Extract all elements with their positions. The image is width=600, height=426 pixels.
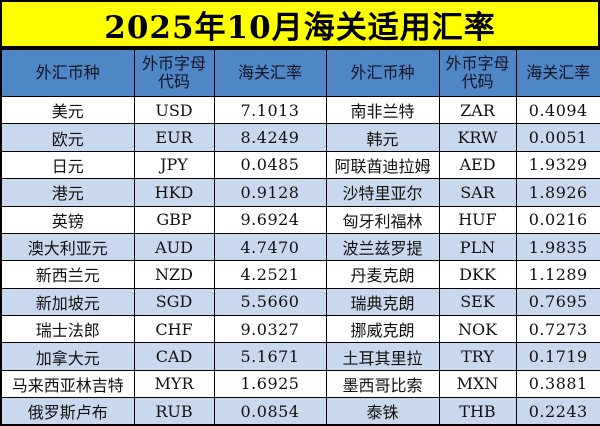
rate-cell: 4.7470 [213, 232, 327, 262]
rate-cell: 5.1671 [213, 342, 327, 371]
table-row: 新加坡元 SGD 5.5660 瑞典克朗 SEK 0.7695 [0, 287, 600, 317]
rate-cell: 0.7695 [515, 287, 600, 317]
rate-cell: 0.2243 [515, 397, 600, 426]
currency-code-cell: NOK [438, 314, 517, 344]
table-row: 日元 JPY 0.0485 阿联酋迪拉姆 AED 1.9329 [0, 150, 600, 180]
rate-cell: 0.7273 [515, 314, 600, 344]
table-row: 新西兰元 NZD 4.2521 丹麦克朗 DKK 1.1289 [0, 260, 600, 289]
currency-code-cell: EUR [133, 123, 215, 152]
rate-cell: 0.4094 [515, 95, 600, 125]
rate-cell: 5.5660 [213, 287, 327, 317]
currency-name-header: 外汇币种 [325, 48, 440, 97]
table-row: 港元 HKD 0.9128 沙特里亚尔 SAR 1.8926 [0, 178, 600, 207]
customs-rate-header: 海关汇率 [515, 48, 600, 97]
exchange-rate-table: 外汇币种 外币字母代码 海关汇率 外汇币种 外币字母代码 海关汇率 美元 USD 7.1013… [0, 48, 600, 426]
table-row: 澳大利亚元 AUD 4.7470 波兰兹罗提 PLN 1.9835 [0, 232, 600, 262]
currency-name-cell: 丹麦克朗 [325, 260, 440, 289]
currency-name-cell: 阿联酋迪拉姆 [325, 150, 440, 180]
currency-name-cell: 美元 [0, 95, 135, 125]
currency-name-cell: 韩元 [325, 123, 440, 152]
currency-name-cell: 加拿大元 [0, 342, 135, 371]
table-row: 英镑 GBP 9.6924 匈牙利福林 HUF 0.0216 [0, 205, 600, 234]
table-header-row: 外汇币种 外币字母代码 海关汇率 外汇币种 外币字母代码 海关汇率 [0, 48, 600, 97]
rate-cell: 9.0327 [213, 314, 327, 344]
table-row: 欧元 EUR 8.4249 韩元 KRW 0.0051 [0, 123, 600, 152]
currency-code-cell: TRY [438, 342, 517, 371]
currency-name-cell: 沙特里亚尔 [325, 178, 440, 207]
rate-cell: 1.9835 [515, 232, 600, 262]
rate-table-body: 美元 USD 7.1013 南非兰特 ZAR 0.4094 欧元 EUR 8.4249 韩元 KRW… [0, 95, 600, 426]
currency-name-cell: 泰铢 [325, 397, 440, 426]
table-row: 俄罗斯卢布 RUB 0.0854 泰铢 THB 0.2243 [0, 397, 600, 426]
rate-cell: 1.1289 [515, 260, 600, 289]
currency-name-cell: 港元 [0, 178, 135, 207]
currency-name-cell: 日元 [0, 150, 135, 180]
currency-code-cell: MYR [133, 369, 215, 399]
currency-code-cell: USD [133, 95, 215, 125]
currency-code-cell: DKK [438, 260, 517, 289]
table-row: 加拿大元 CAD 5.1671 土耳其里拉 TRY 0.1719 [0, 342, 600, 371]
currency-name-cell: 马来西亚林吉特 [0, 369, 135, 399]
currency-code-cell: SEK [438, 287, 517, 317]
table-row: 马来西亚林吉特 MYR 1.6925 墨西哥比索 MXN 0.3881 [0, 369, 600, 399]
currency-name-cell: 欧元 [0, 123, 135, 152]
currency-name-cell: 瑞士法郎 [0, 314, 135, 344]
table-row: 瑞士法郎 CHF 9.0327 挪威克朗 NOK 0.7273 [0, 314, 600, 344]
rate-cell: 7.1013 [213, 95, 327, 125]
currency-code-cell: AED [438, 150, 517, 180]
rate-cell: 0.0854 [213, 397, 327, 426]
currency-code-cell: HKD [133, 178, 215, 207]
currency-name-cell: 墨西哥比索 [325, 369, 440, 399]
customs-rate-header: 海关汇率 [213, 48, 327, 97]
rate-cell: 0.9128 [213, 178, 327, 207]
currency-name-cell: 南非兰特 [325, 95, 440, 125]
currency-code-cell: NZD [133, 260, 215, 289]
currency-name-cell: 新加坡元 [0, 287, 135, 317]
rate-cell: 8.4249 [213, 123, 327, 152]
rate-cell: 1.8926 [515, 178, 600, 207]
page-title: 2025年10月海关适用汇率 [0, 0, 600, 48]
currency-code-cell: ZAR [438, 95, 517, 125]
currency-code-cell: SAR [438, 178, 517, 207]
currency-name-cell: 澳大利亚元 [0, 232, 135, 262]
currency-name-cell: 土耳其里拉 [325, 342, 440, 371]
currency-code-cell: JPY [133, 150, 215, 180]
rate-cell: 0.1719 [515, 342, 600, 371]
currency-name-cell: 挪威克朗 [325, 314, 440, 344]
rate-cell: 0.0051 [515, 123, 600, 152]
currency-code-cell: CAD [133, 342, 215, 371]
currency-code-header: 外币字母代码 [133, 48, 215, 97]
currency-code-cell: KRW [438, 123, 517, 152]
currency-code-cell: CHF [133, 314, 215, 344]
currency-name-cell: 波兰兹罗提 [325, 232, 440, 262]
currency-name-cell: 英镑 [0, 205, 135, 234]
currency-name-cell: 新西兰元 [0, 260, 135, 289]
currency-code-cell: HUF [438, 205, 517, 234]
currency-code-cell: AUD [133, 232, 215, 262]
currency-code-cell: PLN [438, 232, 517, 262]
currency-name-cell: 匈牙利福林 [325, 205, 440, 234]
rate-cell: 1.6925 [213, 369, 327, 399]
table-row: 美元 USD 7.1013 南非兰特 ZAR 0.4094 [0, 95, 600, 125]
currency-code-cell: SGD [133, 287, 215, 317]
rate-cell: 0.0216 [515, 205, 600, 234]
rate-cell: 1.9329 [515, 150, 600, 180]
currency-code-header: 外币字母代码 [438, 48, 517, 97]
currency-code-cell: RUB [133, 397, 215, 426]
currency-name-cell: 俄罗斯卢布 [0, 397, 135, 426]
rate-cell: 0.0485 [213, 150, 327, 180]
rate-cell: 4.2521 [213, 260, 327, 289]
currency-code-cell: GBP [133, 205, 215, 234]
currency-name-cell: 瑞典克朗 [325, 287, 440, 317]
currency-name-header: 外汇币种 [0, 48, 135, 97]
rate-cell: 0.3881 [515, 369, 600, 399]
currency-code-cell: MXN [438, 369, 517, 399]
currency-code-cell: THB [438, 397, 517, 426]
rate-cell: 9.6924 [213, 205, 327, 234]
